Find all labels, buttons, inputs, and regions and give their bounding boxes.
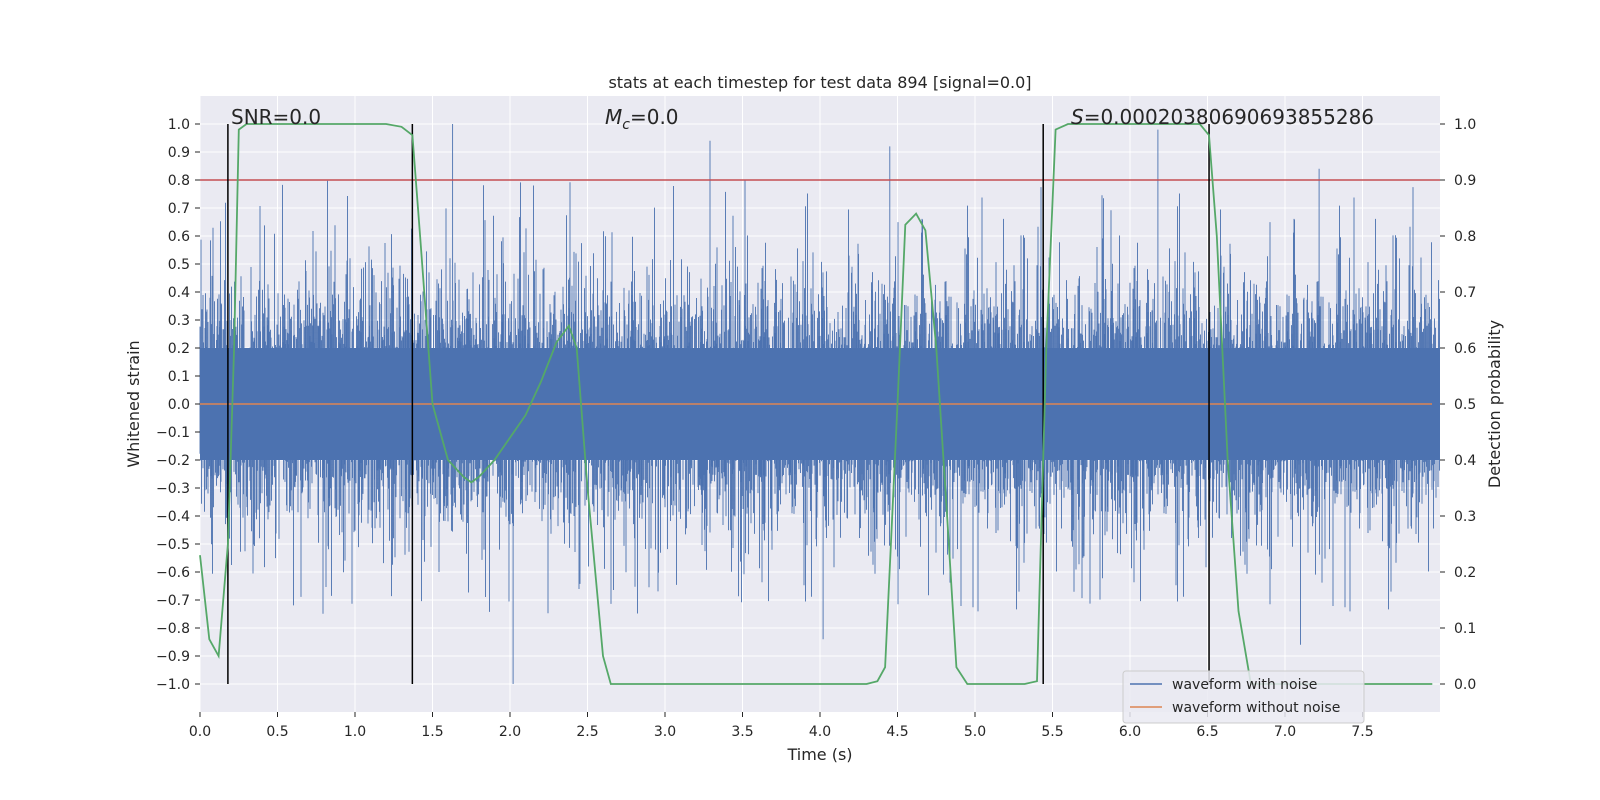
- y-tick-label: 1.0: [168, 117, 190, 133]
- legend-label-clean: waveform without noise: [1172, 700, 1340, 716]
- x-axis-label: Time (s): [786, 745, 852, 764]
- y-tick-label: −0.2: [156, 453, 190, 469]
- x-tick-label: 5.5: [1041, 724, 1063, 740]
- y-tick-label: 0.4: [168, 285, 190, 301]
- y-right-tick-label: 0.9: [1454, 173, 1476, 189]
- y-tick-label: −0.1: [156, 425, 190, 441]
- legend: waveform with noise waveform without noi…: [1122, 670, 1365, 724]
- y-tick-label: 0.3: [168, 313, 190, 329]
- x-tick-label: 5.0: [964, 724, 986, 740]
- x-tick-label: 7.5: [1351, 724, 1373, 740]
- y-right-tick-label: 0.3: [1454, 509, 1476, 525]
- x-tick-label: 6.0: [1119, 724, 1141, 740]
- y-tick-label: 0.0: [168, 397, 190, 413]
- y-tick-label: −0.8: [156, 621, 190, 637]
- y-tick-label: 0.2: [168, 341, 190, 357]
- vertical-lines: [227, 124, 1210, 684]
- x-tick-label: 6.5: [1196, 724, 1218, 740]
- y-axis-right: 1.0 0.9 0.8 0.7 0.6 0.5 0.4 0.3 0.2 0.1 0.0: [1440, 117, 1476, 693]
- s-value: =0.00020380690693855286: [1084, 105, 1374, 129]
- x-axis: 0.0 0.5 1.0 1.5 2.0 2.5 3.0 3.5 4.0 4.5 5.0 5.5 6.0 6…: [189, 712, 1374, 740]
- y-tick-label: −0.3: [156, 481, 190, 497]
- s-symbol: S: [1071, 105, 1084, 129]
- chirp-mass-subscript: c: [622, 117, 630, 133]
- y-right-tick-label: 0.0: [1454, 677, 1476, 693]
- y-right-tick-label: 0.2: [1454, 565, 1476, 581]
- x-tick-label: 3.5: [731, 724, 753, 740]
- y-right-tick-label: 0.8: [1454, 229, 1476, 245]
- y-tick-label: −1.0: [156, 677, 190, 693]
- detection-probability-line: [199, 123, 1433, 685]
- y-axis-label: Whitened strain: [124, 340, 143, 467]
- y-tick-label: 0.9: [168, 145, 190, 161]
- chirp-mass-value: =0.0: [630, 105, 679, 129]
- x-tick-label: 3.0: [654, 724, 676, 740]
- x-tick-label: 1.0: [344, 724, 366, 740]
- chirp-mass-symbol: M: [605, 105, 622, 129]
- x-tick-label: 4.5: [886, 724, 908, 740]
- y-tick-label: −0.5: [156, 537, 190, 553]
- y-tick-label: 0.1: [168, 369, 190, 385]
- y-right-tick-label: 0.7: [1454, 285, 1476, 301]
- y-tick-label: 0.6: [168, 229, 190, 245]
- y-right-tick-label: 1.0: [1454, 117, 1476, 133]
- y-tick-label: 0.8: [168, 173, 190, 189]
- s-annotation: S=0.00020380690693855286: [1071, 105, 1374, 129]
- snr-annotation: SNR=0.0: [231, 105, 321, 129]
- x-tick-label: 7.0: [1274, 724, 1296, 740]
- y-tick-label: −0.6: [156, 565, 190, 581]
- x-tick-label: 2.5: [576, 724, 598, 740]
- y-tick-label: −0.7: [156, 593, 190, 609]
- legend-label-noise: waveform with noise: [1172, 677, 1317, 693]
- x-tick-label: 4.0: [809, 724, 831, 740]
- y-right-tick-label: 0.1: [1454, 621, 1476, 637]
- x-tick-label: 0.0: [189, 724, 211, 740]
- y-tick-label: −0.4: [156, 509, 190, 525]
- x-tick-label: 0.5: [266, 724, 288, 740]
- y-right-tick-label: 0.6: [1454, 341, 1476, 357]
- y-axis-left: 1.0 0.9 0.8 0.7 0.6 0.5 0.4 0.3 0.2 0.1 0.0 −0.1 −0.…: [156, 117, 200, 693]
- y-tick-label: 0.7: [168, 201, 190, 217]
- y-axis-right-label: Detection probability: [1485, 320, 1504, 488]
- chart-title: stats at each timestep for test data 894…: [608, 73, 1031, 92]
- x-tick-label: 2.0: [499, 724, 521, 740]
- y-tick-label: −0.9: [156, 649, 190, 665]
- y-right-tick-label: 0.4: [1454, 453, 1476, 469]
- x-tick-label: 1.5: [421, 724, 443, 740]
- chirp-mass-annotation: Mc=0.0: [605, 105, 679, 133]
- y-tick-label: 0.5: [168, 257, 190, 273]
- y-right-tick-label: 0.5: [1454, 397, 1476, 413]
- legend-box: [1122, 670, 1365, 724]
